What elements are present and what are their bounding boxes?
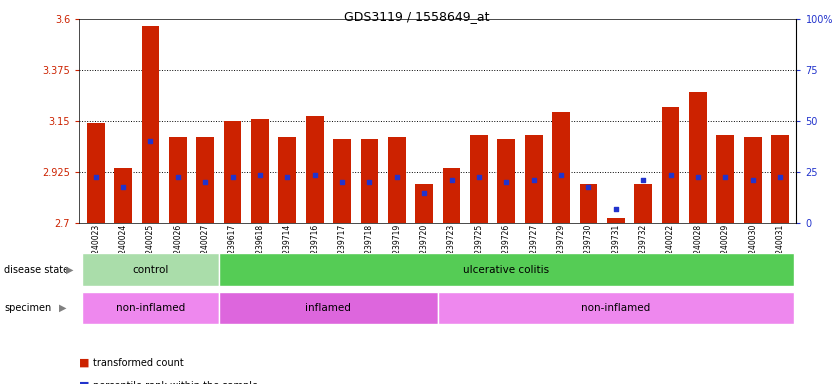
Point	[472, 174, 485, 180]
Bar	[438, 292, 794, 324]
Text: GDS3119 / 1558649_at: GDS3119 / 1558649_at	[344, 10, 490, 23]
Point	[308, 172, 321, 178]
Bar	[82, 292, 219, 324]
Bar	[360, 139, 379, 223]
Point	[335, 179, 349, 185]
Point	[746, 177, 759, 183]
Bar	[87, 123, 104, 223]
Bar	[580, 184, 597, 223]
Point	[198, 179, 212, 185]
Point	[609, 206, 622, 212]
Point	[117, 184, 130, 190]
Bar	[279, 137, 296, 223]
Bar	[771, 134, 789, 223]
Bar	[443, 169, 460, 223]
Bar	[635, 184, 652, 223]
Point	[636, 177, 650, 183]
Text: ■: ■	[79, 381, 90, 384]
Text: ▶: ▶	[66, 265, 73, 275]
Bar	[470, 134, 488, 223]
Point	[226, 174, 239, 180]
Text: percentile rank within the sample: percentile rank within the sample	[93, 381, 259, 384]
Point	[582, 184, 595, 190]
Point	[390, 174, 404, 180]
Bar	[142, 26, 159, 223]
Bar	[306, 116, 324, 223]
Text: ■: ■	[79, 358, 90, 368]
Bar	[744, 137, 761, 223]
Bar	[333, 139, 351, 223]
Bar	[219, 253, 794, 286]
Bar	[224, 121, 241, 223]
Point	[363, 179, 376, 185]
Point	[691, 174, 705, 180]
Point	[89, 174, 103, 180]
Bar	[661, 108, 680, 223]
Text: disease state: disease state	[4, 265, 69, 275]
Point	[773, 174, 786, 180]
Text: ▶: ▶	[59, 303, 66, 313]
Bar	[497, 139, 515, 223]
Bar	[82, 253, 219, 286]
Bar	[114, 169, 132, 223]
Bar	[607, 218, 625, 223]
Bar	[251, 119, 269, 223]
Text: inflamed: inflamed	[305, 303, 351, 313]
Text: specimen: specimen	[4, 303, 52, 313]
Bar	[716, 134, 734, 223]
Text: non-inflamed: non-inflamed	[581, 303, 651, 313]
Bar	[196, 137, 214, 223]
Bar	[415, 184, 433, 223]
Text: control: control	[133, 265, 168, 275]
Point	[664, 172, 677, 178]
Bar	[689, 91, 706, 223]
Point	[445, 177, 458, 183]
Point	[500, 179, 513, 185]
Point	[555, 172, 568, 178]
Point	[719, 174, 732, 180]
Point	[171, 174, 184, 180]
Bar	[552, 112, 570, 223]
Point	[254, 172, 267, 178]
Bar	[168, 137, 187, 223]
Point	[418, 190, 431, 196]
Bar	[219, 292, 438, 324]
Text: ulcerative colitis: ulcerative colitis	[463, 265, 550, 275]
Text: transformed count: transformed count	[93, 358, 184, 368]
Bar	[388, 137, 405, 223]
Point	[143, 138, 157, 144]
Text: non-inflamed: non-inflamed	[116, 303, 185, 313]
Bar	[525, 134, 543, 223]
Point	[527, 177, 540, 183]
Point	[280, 174, 294, 180]
